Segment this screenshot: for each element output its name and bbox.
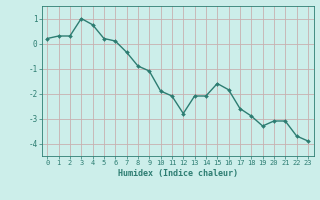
X-axis label: Humidex (Indice chaleur): Humidex (Indice chaleur) [118, 169, 237, 178]
